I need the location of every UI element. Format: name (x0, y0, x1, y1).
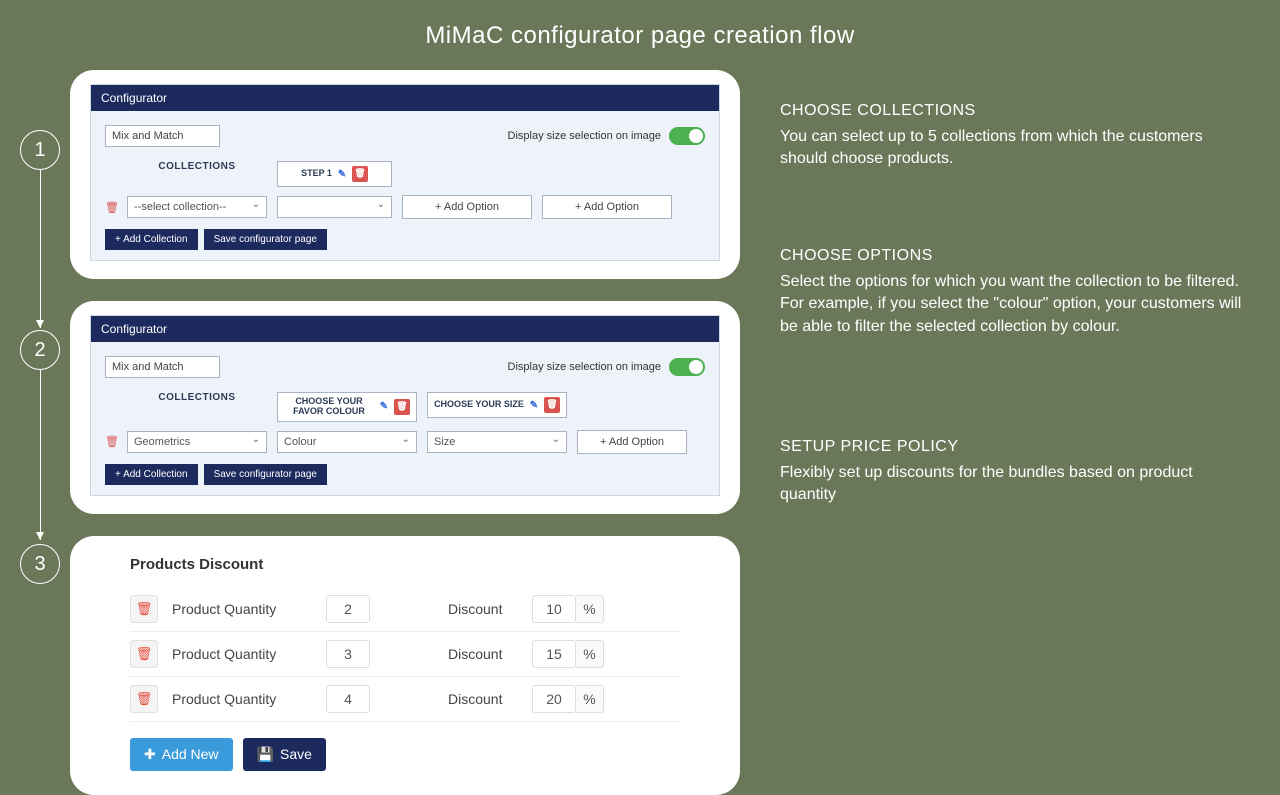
add-option-button[interactable]: + Add Option (542, 195, 672, 219)
discount-row: 🗑 Product Quantity Discount % (130, 632, 680, 677)
descriptions-column: CHOOSE COLLECTIONS You can select up to … (740, 70, 1280, 795)
favor-header: CHOOSE YOUR FAVOR COLOUR ✎ 🗑 (277, 392, 417, 422)
toggle-label: Display size selection on image (508, 361, 661, 373)
save-configurator-button[interactable]: Save configurator page (204, 229, 327, 250)
edit-icon[interactable]: ✎ (335, 167, 349, 181)
discount-label: Discount (448, 601, 518, 617)
qty-label: Product Quantity (172, 646, 312, 662)
card-discount: Products Discount 🗑 Product Quantity Dis… (70, 536, 740, 795)
discount-row: 🗑 Product Quantity Discount % (130, 587, 680, 632)
percent-label: % (576, 640, 604, 668)
panel-header: Configurator (91, 85, 719, 111)
add-new-button[interactable]: ✚ Add New (130, 738, 233, 771)
percent-label: % (576, 685, 604, 713)
trash-icon[interactable]: 🗑 (105, 201, 117, 214)
collection-select[interactable]: Geometrics (127, 431, 267, 453)
add-option-button[interactable]: + Add Option (402, 195, 532, 219)
display-size-toggle[interactable] (669, 127, 705, 145)
discount-title: Products Discount (130, 556, 680, 573)
step-header: STEP 1 ✎ 🗑 (277, 161, 392, 187)
qty-input[interactable] (326, 595, 370, 623)
step-1-marker: 1 (20, 130, 60, 170)
add-option-button[interactable]: + Add Option (577, 430, 687, 454)
trash-icon[interactable]: 🗑 (105, 435, 117, 448)
discount-label: Discount (448, 646, 518, 662)
step-3-marker: 3 (20, 544, 60, 584)
delete-icon[interactable]: 🗑 (544, 397, 560, 413)
save-configurator-button[interactable]: Save configurator page (204, 464, 327, 485)
desc1-title: CHOOSE COLLECTIONS (780, 102, 1250, 120)
desc1-text: You can select up to 5 collections from … (780, 126, 1250, 171)
desc3-title: SETUP PRICE POLICY (780, 438, 1250, 456)
panel-header: Configurator (91, 316, 719, 342)
qty-input[interactable] (326, 640, 370, 668)
step-line-2 (40, 370, 41, 540)
step-line-1 (40, 170, 41, 328)
arrow-down-icon (36, 320, 44, 328)
size-select[interactable]: Size (427, 431, 567, 453)
add-collection-button[interactable]: + Add Collection (105, 464, 198, 485)
discount-input[interactable] (532, 685, 576, 713)
card-collections: Configurator Display size selection on i… (70, 70, 740, 279)
edit-icon[interactable]: ✎ (527, 398, 541, 412)
size-header: CHOOSE YOUR SIZE ✎ 🗑 (427, 392, 567, 418)
desc3-text: Flexibly set up discounts for the bundle… (780, 462, 1250, 507)
save-button[interactable]: 💾 Save (243, 738, 326, 771)
config-name-input[interactable] (105, 356, 220, 378)
trash-icon[interactable]: 🗑 (130, 640, 158, 668)
discount-input[interactable] (532, 595, 576, 623)
config-name-input[interactable] (105, 125, 220, 147)
display-size-toggle[interactable] (669, 358, 705, 376)
desc2-text: Select the options for which you want th… (780, 271, 1250, 338)
qty-label: Product Quantity (172, 691, 312, 707)
delete-icon[interactable]: 🗑 (352, 166, 368, 182)
step-select[interactable] (277, 196, 392, 218)
collections-label: COLLECTIONS (127, 392, 267, 403)
arrow-down-icon (36, 532, 44, 540)
collections-label: COLLECTIONS (127, 161, 267, 172)
edit-icon[interactable]: ✎ (377, 400, 391, 414)
toggle-label: Display size selection on image (508, 130, 661, 142)
colour-select[interactable]: Colour (277, 431, 417, 453)
plus-icon: ✚ (144, 746, 156, 763)
trash-icon[interactable]: 🗑 (130, 595, 158, 623)
save-icon: 💾 (257, 746, 274, 763)
percent-label: % (576, 595, 604, 623)
discount-label: Discount (448, 691, 518, 707)
step-2-marker: 2 (20, 330, 60, 370)
steps-column: 1 2 3 (0, 70, 70, 795)
page-title: MiMaC configurator page creation flow (0, 0, 1280, 50)
card-options: Configurator Display size selection on i… (70, 301, 740, 514)
discount-input[interactable] (532, 640, 576, 668)
qty-label: Product Quantity (172, 601, 312, 617)
qty-input[interactable] (326, 685, 370, 713)
discount-row: 🗑 Product Quantity Discount % (130, 677, 680, 722)
desc2-title: CHOOSE OPTIONS (780, 247, 1250, 265)
add-collection-button[interactable]: + Add Collection (105, 229, 198, 250)
delete-icon[interactable]: 🗑 (394, 399, 410, 415)
collection-select[interactable]: --select collection-- (127, 196, 267, 218)
trash-icon[interactable]: 🗑 (130, 685, 158, 713)
